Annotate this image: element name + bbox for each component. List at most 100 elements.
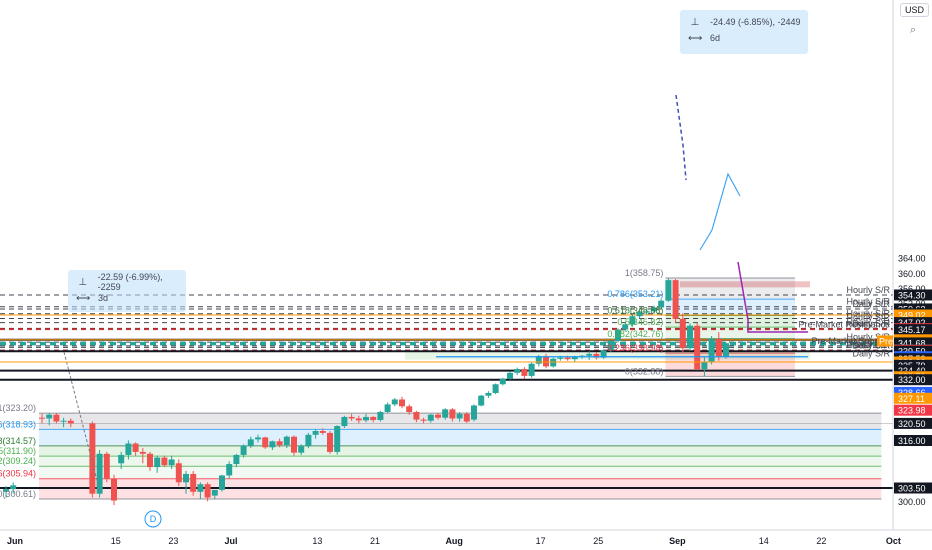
- candle-body: [319, 431, 326, 433]
- candle-body: [571, 356, 578, 360]
- time-label: Jul: [224, 536, 237, 546]
- candle-body: [442, 409, 449, 418]
- candle-body: [672, 280, 679, 319]
- fib-left-level-label: 0.382(309.24): [0, 456, 36, 466]
- candle-body: [478, 395, 485, 406]
- candle-body: [499, 378, 506, 385]
- drawings-layer: D: [0, 94, 808, 528]
- fib-left-zone: [39, 466, 882, 479]
- price-label-box: [894, 435, 932, 446]
- time-label: 25: [593, 536, 603, 546]
- candle-body: [607, 340, 614, 351]
- time-axis-layer: Jun 15 23 Jul 13 21 Aug 17 25 Sep 14 22 Oct: [0, 529, 932, 550]
- candle-body: [456, 413, 463, 419]
- candle-body: [370, 416, 377, 420]
- candle-body: [96, 453, 103, 494]
- price-label-box: [894, 482, 932, 494]
- candle-body: [615, 329, 621, 341]
- fib-right-zone: [665, 299, 795, 316]
- candle-body: [327, 432, 333, 452]
- candle-body: [269, 441, 276, 448]
- demand-zone: [405, 351, 810, 360]
- candle-body: [463, 413, 470, 422]
- price-label-box: [894, 392, 932, 404]
- measure-box-left[interactable]: ⊥ -22.59 (-6.99%), -2259 ⟷ 3d: [68, 270, 186, 312]
- candle-body: [103, 453, 110, 479]
- candle-body: [622, 324, 629, 330]
- candle-body: [550, 358, 557, 367]
- candle-body: [679, 318, 686, 349]
- sr-line-label: Pre-Market Support: [811, 336, 890, 346]
- candle-body: [204, 484, 211, 498]
- price-label-box: [894, 324, 932, 336]
- candle-body: [161, 457, 168, 466]
- measure-period-row: ⟷ 6d: [680, 30, 808, 46]
- candle-body: [53, 414, 60, 422]
- time-label: 14: [759, 536, 769, 546]
- candle-body: [219, 475, 225, 490]
- candle-body: [492, 384, 499, 393]
- period-icon: ⟷: [688, 32, 703, 44]
- currency-selector[interactable]: USD: [900, 3, 930, 17]
- supply-zone: [680, 281, 810, 288]
- sr-line-label: Hourly S/R: [846, 309, 890, 319]
- candle-body: [514, 369, 521, 373]
- sr-line-label: Pre-Market Resistance: [798, 320, 890, 330]
- measure-period-text: 3d: [98, 293, 109, 303]
- projection-line: [63, 351, 101, 493]
- price-label-box: [894, 404, 932, 416]
- candle-body: [528, 363, 535, 376]
- price-label: 364.00: [898, 254, 926, 264]
- price-axis-bg: [893, 0, 932, 530]
- candle-body: [384, 404, 391, 412]
- candle-body: [535, 356, 542, 364]
- price-label-box: [894, 289, 932, 301]
- candle-body: [413, 412, 420, 420]
- time-label: Sep: [669, 536, 686, 546]
- candle-body: [291, 436, 297, 453]
- measure-period-text: 6d: [710, 33, 721, 43]
- fib-right-level-label: 0.618(348.88): [607, 306, 663, 316]
- candle-body: [175, 463, 182, 483]
- candle-body: [341, 416, 348, 427]
- range-icon: ⊥: [78, 276, 88, 288]
- time-label: 21: [370, 536, 380, 546]
- fib-right-zone: [665, 327, 795, 339]
- measure-change-text: -24.49 (-6.85%), -2449: [710, 17, 801, 27]
- time-label: 15: [111, 536, 121, 546]
- measure-period-row: ⟷ 3d: [68, 290, 186, 306]
- candle-body: [593, 353, 600, 358]
- price-label: 323.98: [898, 406, 926, 416]
- price-label-box: [894, 417, 932, 429]
- measure-box-top[interactable]: ⊥ -24.49 (-6.85%), -2449 ⟷ 6d: [680, 10, 808, 54]
- fib-right-level-label: 0.236(338.98): [607, 343, 663, 353]
- fib-left-zone: [39, 445, 882, 457]
- time-label: 22: [816, 536, 826, 546]
- candle-body: [521, 369, 528, 376]
- candle-body: [283, 436, 290, 446]
- search-icon[interactable]: ⌕: [909, 24, 917, 36]
- price-label: 356.00: [898, 284, 926, 294]
- projection-line: [675, 94, 687, 181]
- candle-body: [154, 457, 161, 468]
- candle-body: [586, 353, 593, 356]
- sr-line-label: Daily S/R: [852, 340, 890, 350]
- pre-badge-box: [877, 335, 893, 347]
- candle-body: [363, 416, 369, 421]
- candle-body: [168, 459, 175, 466]
- sr-line-label: Hourly S/R: [846, 313, 890, 323]
- candle-body: [377, 412, 384, 420]
- price-label: 354.30: [898, 290, 926, 300]
- candle-body: [276, 441, 283, 446]
- price-label: 360.00: [898, 269, 926, 279]
- candle-body: [132, 443, 139, 452]
- candle-body: [46, 414, 53, 419]
- time-axis-bg: [0, 530, 932, 550]
- dividend-marker: [144, 510, 162, 528]
- candle-body: [334, 426, 341, 452]
- sr-line-label: Hourly S/R: [846, 332, 890, 342]
- time-label: Oct: [886, 536, 901, 546]
- candle-body: [226, 464, 233, 476]
- candle-body: [485, 393, 492, 396]
